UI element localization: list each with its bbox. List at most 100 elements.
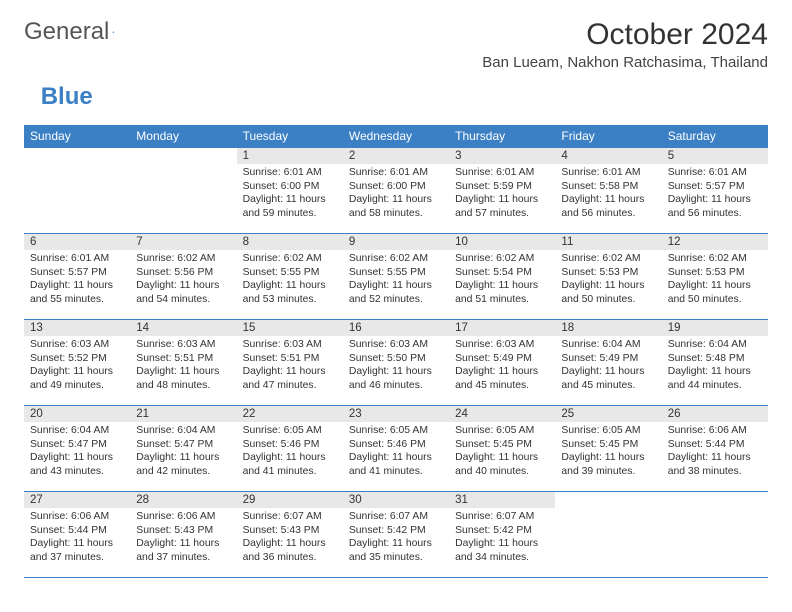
detail-line: Sunrise: 6:03 AM	[455, 338, 549, 352]
calendar-cell: 20Sunrise: 6:04 AMSunset: 5:47 PMDayligh…	[24, 406, 130, 492]
detail-line: Daylight: 11 hours	[243, 193, 337, 207]
calendar-cell: 24Sunrise: 6:05 AMSunset: 5:45 PMDayligh…	[449, 406, 555, 492]
calendar-cell	[24, 148, 130, 234]
detail-line: Daylight: 11 hours	[136, 365, 230, 379]
day-header: Wednesday	[343, 125, 449, 148]
detail-line: Sunrise: 6:04 AM	[136, 424, 230, 438]
day-number: 20	[24, 406, 130, 422]
day-details: Sunrise: 6:03 AMSunset: 5:50 PMDaylight:…	[343, 336, 449, 394]
detail-line: Daylight: 11 hours	[30, 451, 124, 465]
day-number	[130, 148, 236, 152]
detail-line: Daylight: 11 hours	[136, 279, 230, 293]
day-number: 24	[449, 406, 555, 422]
day-details: Sunrise: 6:01 AMSunset: 5:57 PMDaylight:…	[24, 250, 130, 308]
calendar-cell: 18Sunrise: 6:04 AMSunset: 5:49 PMDayligh…	[555, 320, 661, 406]
detail-line: and 47 minutes.	[243, 379, 337, 393]
day-number: 17	[449, 320, 555, 336]
calendar-cell: 22Sunrise: 6:05 AMSunset: 5:46 PMDayligh…	[237, 406, 343, 492]
detail-line: Sunset: 5:59 PM	[455, 180, 549, 194]
day-header: Saturday	[662, 125, 768, 148]
detail-line: and 36 minutes.	[243, 551, 337, 565]
detail-line: and 42 minutes.	[136, 465, 230, 479]
day-number: 9	[343, 234, 449, 250]
day-number: 6	[24, 234, 130, 250]
detail-line: Sunset: 5:55 PM	[243, 266, 337, 280]
detail-line: Sunset: 5:53 PM	[561, 266, 655, 280]
detail-line: Sunrise: 6:02 AM	[136, 252, 230, 266]
detail-line: Sunrise: 6:05 AM	[243, 424, 337, 438]
detail-line: Daylight: 11 hours	[561, 365, 655, 379]
calendar-cell: 3Sunrise: 6:01 AMSunset: 5:59 PMDaylight…	[449, 148, 555, 234]
day-number	[662, 492, 768, 496]
detail-line: Sunset: 5:51 PM	[243, 352, 337, 366]
day-number: 30	[343, 492, 449, 508]
detail-line: and 50 minutes.	[668, 293, 762, 307]
detail-line: and 41 minutes.	[243, 465, 337, 479]
detail-line: Sunset: 5:54 PM	[455, 266, 549, 280]
detail-line: Daylight: 11 hours	[30, 537, 124, 551]
day-number: 7	[130, 234, 236, 250]
detail-line: Sunset: 5:51 PM	[136, 352, 230, 366]
calendar-week-row: 1Sunrise: 6:01 AMSunset: 6:00 PMDaylight…	[24, 148, 768, 234]
day-number: 15	[237, 320, 343, 336]
detail-line: Sunset: 5:45 PM	[455, 438, 549, 452]
detail-line: Sunrise: 6:02 AM	[455, 252, 549, 266]
calendar-cell: 4Sunrise: 6:01 AMSunset: 5:58 PMDaylight…	[555, 148, 661, 234]
detail-line: Sunset: 6:00 PM	[243, 180, 337, 194]
title-block: October 2024 Ban Lueam, Nakhon Ratchasim…	[482, 18, 768, 71]
day-details: Sunrise: 6:01 AMSunset: 5:58 PMDaylight:…	[555, 164, 661, 222]
detail-line: Sunrise: 6:04 AM	[30, 424, 124, 438]
detail-line: Daylight: 11 hours	[561, 279, 655, 293]
detail-line: and 59 minutes.	[243, 207, 337, 221]
detail-line: Sunrise: 6:02 AM	[349, 252, 443, 266]
day-number: 16	[343, 320, 449, 336]
detail-line: Sunset: 5:42 PM	[455, 524, 549, 538]
detail-line: Daylight: 11 hours	[455, 537, 549, 551]
calendar-cell: 8Sunrise: 6:02 AMSunset: 5:55 PMDaylight…	[237, 234, 343, 320]
calendar-cell	[555, 492, 661, 578]
day-details: Sunrise: 6:07 AMSunset: 5:43 PMDaylight:…	[237, 508, 343, 566]
day-details: Sunrise: 6:02 AMSunset: 5:53 PMDaylight:…	[662, 250, 768, 308]
day-number: 21	[130, 406, 236, 422]
calendar-table: Sunday Monday Tuesday Wednesday Thursday…	[24, 125, 768, 578]
calendar-cell: 6Sunrise: 6:01 AMSunset: 5:57 PMDaylight…	[24, 234, 130, 320]
detail-line: and 41 minutes.	[349, 465, 443, 479]
logo-text-2: Blue	[41, 83, 93, 111]
detail-line: and 44 minutes.	[668, 379, 762, 393]
calendar-cell: 11Sunrise: 6:02 AMSunset: 5:53 PMDayligh…	[555, 234, 661, 320]
day-number: 5	[662, 148, 768, 164]
detail-line: and 45 minutes.	[455, 379, 549, 393]
calendar-body: 1Sunrise: 6:01 AMSunset: 6:00 PMDaylight…	[24, 148, 768, 578]
detail-line: Daylight: 11 hours	[243, 451, 337, 465]
detail-line: Daylight: 11 hours	[561, 193, 655, 207]
day-header: Friday	[555, 125, 661, 148]
calendar-cell: 7Sunrise: 6:02 AMSunset: 5:56 PMDaylight…	[130, 234, 236, 320]
detail-line: Sunrise: 6:01 AM	[243, 166, 337, 180]
day-number: 25	[555, 406, 661, 422]
detail-line: Sunrise: 6:02 AM	[668, 252, 762, 266]
day-details: Sunrise: 6:06 AMSunset: 5:44 PMDaylight:…	[24, 508, 130, 566]
detail-line: Sunrise: 6:06 AM	[30, 510, 124, 524]
day-header: Tuesday	[237, 125, 343, 148]
calendar-cell: 10Sunrise: 6:02 AMSunset: 5:54 PMDayligh…	[449, 234, 555, 320]
detail-line: and 57 minutes.	[455, 207, 549, 221]
detail-line: Sunrise: 6:04 AM	[668, 338, 762, 352]
day-details: Sunrise: 6:02 AMSunset: 5:53 PMDaylight:…	[555, 250, 661, 308]
detail-line: Sunset: 5:53 PM	[668, 266, 762, 280]
detail-line: and 43 minutes.	[30, 465, 124, 479]
detail-line: Sunrise: 6:05 AM	[349, 424, 443, 438]
day-number: 27	[24, 492, 130, 508]
detail-line: Daylight: 11 hours	[243, 537, 337, 551]
detail-line: Sunset: 5:52 PM	[30, 352, 124, 366]
day-details: Sunrise: 6:01 AMSunset: 6:00 PMDaylight:…	[343, 164, 449, 222]
detail-line: Sunrise: 6:03 AM	[30, 338, 124, 352]
detail-line: Sunrise: 6:06 AM	[668, 424, 762, 438]
detail-line: Daylight: 11 hours	[349, 365, 443, 379]
detail-line: Sunset: 5:44 PM	[668, 438, 762, 452]
day-details: Sunrise: 6:07 AMSunset: 5:42 PMDaylight:…	[343, 508, 449, 566]
detail-line: Daylight: 11 hours	[668, 365, 762, 379]
day-details: Sunrise: 6:01 AMSunset: 5:57 PMDaylight:…	[662, 164, 768, 222]
day-number: 14	[130, 320, 236, 336]
detail-line: and 37 minutes.	[30, 551, 124, 565]
detail-line: Daylight: 11 hours	[668, 279, 762, 293]
